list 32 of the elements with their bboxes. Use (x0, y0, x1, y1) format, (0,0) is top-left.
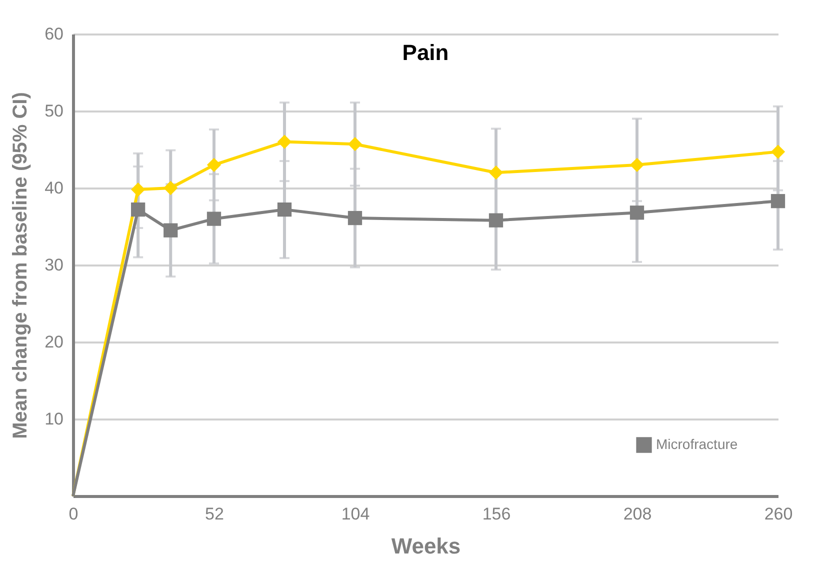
x-tick-label: 156 (482, 504, 511, 524)
point (630, 206, 644, 220)
point (277, 134, 292, 149)
y-tick-label: 20 (44, 332, 64, 352)
legend-label: Microfracture (656, 436, 738, 452)
point (488, 166, 504, 180)
chart-title: Pain (402, 40, 449, 65)
y-axis-title: Mean change from baseline (95% CI) (10, 92, 32, 439)
x-tick-label: 0 (68, 504, 78, 524)
point (131, 202, 146, 217)
point (630, 158, 644, 172)
point (164, 180, 178, 196)
x-tick-label: 104 (341, 504, 370, 524)
point (164, 223, 178, 238)
point (206, 212, 222, 226)
point (348, 210, 362, 226)
x-axis-title: Weeks (391, 534, 461, 558)
point (770, 144, 786, 159)
y-tick-label: 10 (44, 410, 64, 428)
point (770, 194, 786, 208)
x-tick-label: 260 (764, 504, 793, 524)
x-tick-label: 208 (623, 504, 652, 524)
y-tick-label: 50 (44, 102, 64, 120)
y-tick-label: 60 (44, 24, 64, 44)
x-tick-label: 52 (205, 504, 224, 524)
point (131, 182, 146, 197)
y-tick-label: 30 (44, 256, 64, 274)
point (488, 213, 504, 228)
point (277, 202, 292, 217)
point (348, 137, 362, 152)
point (206, 158, 222, 172)
y-tick-label: 40 (44, 178, 64, 198)
